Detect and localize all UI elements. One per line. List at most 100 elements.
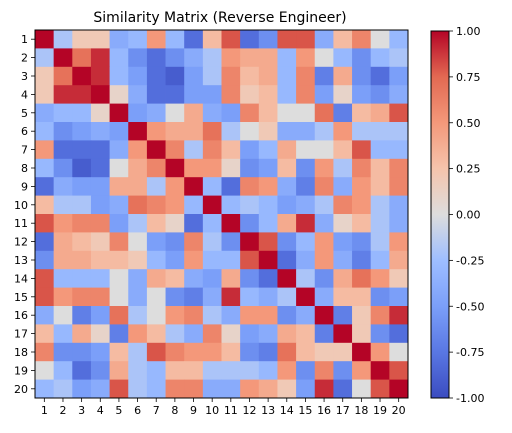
heatmap-cell-r7-c17 xyxy=(333,140,353,160)
heatmap-cell-r10-c5 xyxy=(109,195,129,215)
heatmap-cell-r4-c8 xyxy=(165,85,185,104)
heatmap-cell-r14-c7 xyxy=(146,269,166,288)
heatmap-cell-r8-c6 xyxy=(128,158,148,178)
heatmap-cell-r15-c5 xyxy=(109,287,129,307)
heatmap-cell-r1-c3 xyxy=(72,30,92,49)
heatmap-cell-r5-c20 xyxy=(389,103,409,123)
heatmap-cell-r17-c16 xyxy=(314,324,334,344)
y-tick-label: 13 xyxy=(14,254,28,267)
heatmap-cell-r9-c6 xyxy=(128,177,148,196)
heatmap-cell-r12-c10 xyxy=(202,232,222,252)
heatmap-cell-r16-c16 xyxy=(314,306,334,325)
heatmap-cell-r9-c17 xyxy=(333,177,353,196)
heatmap-cell-r18-c18 xyxy=(352,342,372,362)
heatmap-cell-r15-c10 xyxy=(202,287,222,307)
heatmap-cell-r14-c16 xyxy=(314,269,334,288)
heatmap-cell-r2-c14 xyxy=(277,48,297,68)
colorbar-tick-label: 0.50 xyxy=(456,117,481,130)
heatmap-cell-r19-c15 xyxy=(296,361,316,380)
heatmap-cell-r14-c5 xyxy=(109,269,129,288)
heatmap-cell-r16-c6 xyxy=(128,306,148,325)
heatmap-cell-r13-c19 xyxy=(370,250,390,270)
heatmap-cell-r20-c1 xyxy=(35,379,55,399)
heatmap-cell-r14-c14 xyxy=(277,269,297,288)
heatmap-cell-r16-c18 xyxy=(352,306,372,325)
heatmap-cell-r5-c9 xyxy=(184,103,204,123)
heatmap-cell-r19-c8 xyxy=(165,361,185,380)
y-tick-label: 17 xyxy=(14,328,28,341)
heatmap-cell-r13-c8 xyxy=(165,250,185,270)
heatmap-cell-r17-c17 xyxy=(333,324,353,344)
heatmap-cell-r19-c18 xyxy=(352,361,372,380)
heatmap-cell-r8-c14 xyxy=(277,158,297,178)
heatmap-cell-r17-c1 xyxy=(35,324,55,344)
heatmap-cell-r20-c2 xyxy=(53,379,73,399)
heatmap-cell-r3-c17 xyxy=(333,66,353,86)
heatmap-cell-r10-c2 xyxy=(53,195,73,215)
x-tick-label: 15 xyxy=(298,404,312,417)
heatmap-cell-r9-c16 xyxy=(314,177,334,196)
heatmap-cell-r4-c10 xyxy=(202,85,222,104)
heatmap-cell-r13-c4 xyxy=(90,250,110,270)
heatmap-cell-r6-c16 xyxy=(314,122,334,141)
heatmap-cell-r6-c7 xyxy=(146,122,166,141)
heatmap-cell-r4-c16 xyxy=(314,85,334,104)
heatmap-cell-r11-c19 xyxy=(370,214,390,233)
heatmap-cell-r11-c10 xyxy=(202,214,222,233)
heatmap-cell-r1-c18 xyxy=(352,30,372,49)
heatmap-cell-r3-c11 xyxy=(221,66,241,86)
heatmap-cell-r18-c14 xyxy=(277,342,297,362)
x-tick-label: 16 xyxy=(317,404,331,417)
heatmap-cell-r15-c16 xyxy=(314,287,334,307)
heatmap-cell-r5-c10 xyxy=(202,103,222,123)
heatmap-cell-r2-c18 xyxy=(352,48,372,68)
heatmap-cell-r5-c1 xyxy=(35,103,55,123)
heatmap-cell-r19-c17 xyxy=(333,361,353,380)
x-tick-label: 19 xyxy=(373,404,387,417)
heatmap-cell-r5-c4 xyxy=(90,103,110,123)
heatmap-cell-r6-c12 xyxy=(240,122,260,141)
x-tick-label: 1 xyxy=(41,404,48,417)
heatmap-cell-r2-c3 xyxy=(72,48,92,68)
heatmap-cell-r16-c20 xyxy=(389,306,409,325)
heatmap-cell-r13-c17 xyxy=(333,250,353,270)
heatmap-cell-r20-c17 xyxy=(333,379,353,399)
heatmap-cell-r14-c1 xyxy=(35,269,55,288)
colorbar-tick-label: -1.00 xyxy=(456,392,484,405)
heatmap-cell-r13-c13 xyxy=(258,250,278,270)
heatmap-cell-r8-c12 xyxy=(240,158,260,178)
heatmap-cell-r2-c15 xyxy=(296,48,316,68)
heatmap-cell-r8-c20 xyxy=(389,158,409,178)
colorbar-tick-label: 0.75 xyxy=(456,71,481,84)
heatmap-cell-r15-c3 xyxy=(72,287,92,307)
heatmap-cell-r4-c13 xyxy=(258,85,278,104)
y-tick-label: 7 xyxy=(21,144,28,157)
heatmap-cell-r14-c2 xyxy=(53,269,73,288)
heatmap-cell-r10-c14 xyxy=(277,195,297,215)
heatmap-cell-r2-c8 xyxy=(165,48,185,68)
heatmap-cell-r3-c5 xyxy=(109,66,129,86)
heatmap-cell-r9-c2 xyxy=(53,177,73,196)
heatmap-cell-r11-c13 xyxy=(258,214,278,233)
heatmap-cell-r2-c10 xyxy=(202,48,222,68)
heatmap-cell-r18-c15 xyxy=(296,342,316,362)
heatmap-cell-r4-c15 xyxy=(296,85,316,104)
heatmap-cell-r12-c5 xyxy=(109,232,129,252)
heatmap-cell-r14-c10 xyxy=(202,269,222,288)
heatmap-cell-r15-c2 xyxy=(53,287,73,307)
heatmap-cell-r15-c8 xyxy=(165,287,185,307)
heatmap-cell-r19-c9 xyxy=(184,361,204,380)
heatmap-cell-r12-c7 xyxy=(146,232,166,252)
heatmap-cell-r10-c9 xyxy=(184,195,204,215)
y-tick-label: 3 xyxy=(21,70,28,83)
x-axis-ticks: 1 2 3 4 5 6 7 8 9 10 11 12 13 14 15 16 17 18 19 20 xyxy=(41,398,406,417)
heatmap-cell-r13-c14 xyxy=(277,250,297,270)
heatmap-cell-r7-c1 xyxy=(35,140,55,160)
heatmap-cell-r20-c5 xyxy=(109,379,129,399)
heatmap-cell-r3-c3 xyxy=(72,66,92,86)
heatmap-cell-r2-c11 xyxy=(221,48,241,68)
heatmap-cell-r19-c1 xyxy=(35,361,55,380)
heatmap-cell-r18-c7 xyxy=(146,342,166,362)
heatmap-cell-r12-c9 xyxy=(184,232,204,252)
